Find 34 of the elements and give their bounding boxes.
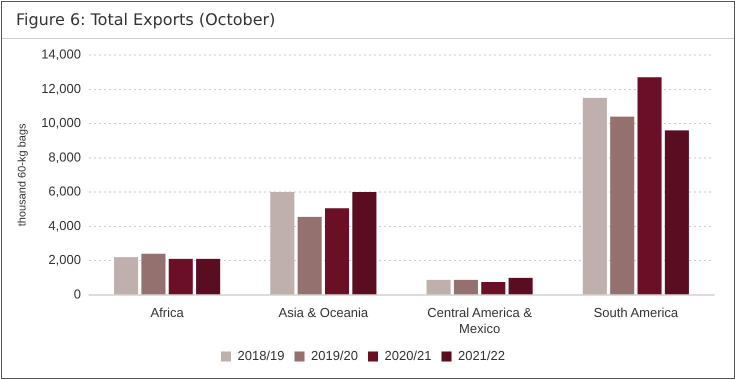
x-tick-label: Asia & Oceania	[278, 305, 369, 320]
y-tick-label: 12,000	[41, 80, 81, 96]
bar	[638, 77, 662, 294]
legend-label: 2018/19	[238, 348, 285, 364]
bar	[481, 282, 506, 294]
legend-label: 2020/21	[384, 348, 432, 364]
bar	[426, 280, 451, 294]
bar	[454, 280, 478, 294]
legend-label: 2019/20	[311, 348, 358, 364]
bar	[168, 258, 193, 294]
x-tick-label: Africa	[150, 305, 184, 320]
bar	[352, 192, 376, 294]
y-tick-label: 4,000	[48, 218, 81, 233]
bar	[196, 258, 220, 294]
bar	[270, 192, 294, 294]
bar	[582, 98, 607, 294]
chart-title: Figure 6: Total Exports (October)	[2, 2, 734, 39]
y-tick-label: 6,000	[48, 184, 81, 199]
x-tick-label: Central America & Mexico	[427, 305, 532, 336]
y-tick-label: 0	[74, 286, 81, 302]
y-tick-label: 10,000	[41, 115, 81, 130]
bar	[141, 254, 166, 294]
bar	[610, 116, 634, 294]
x-tick-label: South America	[594, 305, 679, 320]
legend-label: 2021/22	[458, 348, 505, 364]
y-tick-label: 8,000	[48, 149, 81, 164]
y-tick-label: 14,000	[41, 46, 81, 62]
bar	[324, 208, 350, 294]
bar	[664, 130, 689, 294]
bar	[114, 257, 138, 294]
y-tick-label: 2,000	[48, 252, 81, 268]
bar	[508, 278, 533, 294]
bar	[298, 216, 322, 294]
y-axis-title: thousand 60-kg bags	[16, 123, 29, 226]
